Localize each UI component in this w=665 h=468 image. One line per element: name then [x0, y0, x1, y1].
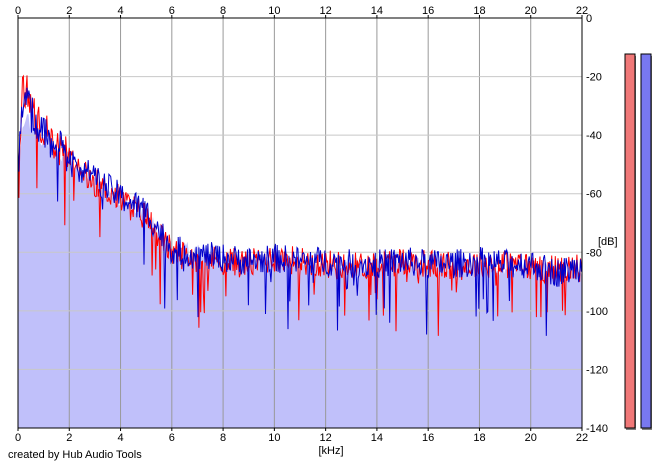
- y-tick-label: -140: [586, 423, 608, 435]
- x-tick-label-bottom: 4: [117, 432, 123, 444]
- x-tick-label-bottom: 2: [66, 432, 72, 444]
- y-axis-label: [dB]: [598, 236, 618, 248]
- x-tick-label-top: 18: [473, 5, 485, 17]
- x-tick-label-bottom: 16: [422, 432, 434, 444]
- x-tick-label-top: 8: [220, 5, 226, 17]
- x-tick-label-top: 2: [66, 5, 72, 17]
- x-tick-label-top: 14: [371, 5, 383, 17]
- x-tick-label-bottom: 10: [268, 432, 280, 444]
- level-meter-left: [624, 53, 636, 429]
- plot-frame: [17, 17, 583, 429]
- x-tick-label-bottom: 12: [320, 432, 332, 444]
- credit-text: created by Hub Audio Tools: [8, 449, 142, 461]
- x-tick-label-top: 4: [117, 5, 123, 17]
- x-tick-label-top: 22: [576, 5, 588, 17]
- y-tick-label: -100: [586, 306, 608, 318]
- x-tick-label-bottom: 22: [576, 432, 588, 444]
- y-tick-label: -20: [586, 72, 602, 84]
- x-tick-label-bottom: 20: [525, 432, 537, 444]
- x-axis-label: [kHz]: [318, 445, 343, 457]
- x-tick-label-top: 16: [422, 5, 434, 17]
- x-tick-label-top: 0: [15, 5, 21, 17]
- x-tick-label-bottom: 8: [220, 432, 226, 444]
- level-meter-right: [640, 53, 652, 429]
- x-tick-label-top: 6: [169, 5, 175, 17]
- y-tick-label: 0: [586, 13, 592, 25]
- y-tick-label: -80: [586, 247, 602, 259]
- x-tick-label-bottom: 18: [473, 432, 485, 444]
- x-tick-label-bottom: 6: [169, 432, 175, 444]
- spectrum-trace-blue: [17, 87, 582, 336]
- x-tick-label-top: 10: [268, 5, 280, 17]
- y-tick-label: -40: [586, 130, 602, 142]
- x-tick-label-top: 12: [320, 5, 332, 17]
- x-tick-label-bottom: 14: [371, 432, 383, 444]
- y-tick-label: -60: [586, 189, 602, 201]
- x-tick-label-top: 20: [525, 5, 537, 17]
- y-tick-label: -120: [586, 364, 608, 376]
- x-tick-label-bottom: 0: [15, 432, 21, 444]
